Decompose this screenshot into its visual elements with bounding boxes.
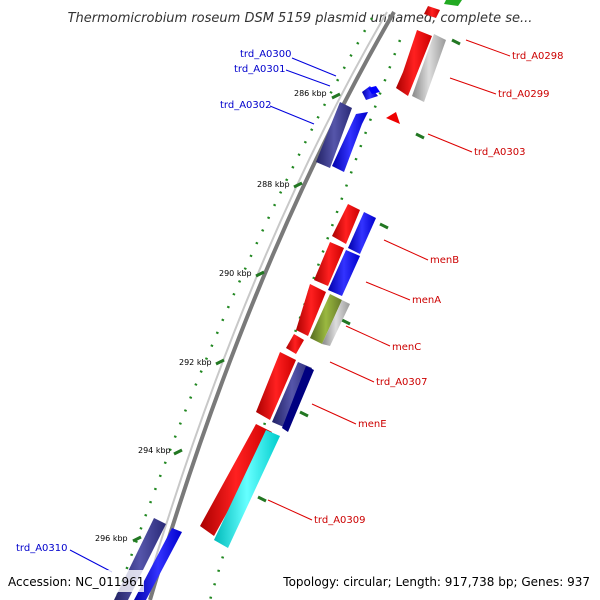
gene-feature-trd_A0299[interactable] xyxy=(412,34,446,102)
gene-feature-trd_A0302[interactable] xyxy=(316,102,368,172)
backbone-outer xyxy=(148,10,396,600)
gene-label-trd_A0301[interactable]: trd_A0301 xyxy=(234,64,286,75)
gene-label-menB[interactable]: menB xyxy=(430,255,459,266)
footer-summary: Topology: circular; Length: 917,738 bp; … xyxy=(282,575,590,589)
gene-feature-trd_A0309-partner[interactable] xyxy=(214,430,280,548)
tick-label-290: 290 kbp xyxy=(219,269,252,278)
label-leaders-left xyxy=(69,57,337,573)
gene-label-menC[interactable]: menC xyxy=(392,342,421,353)
gene-label-trd_A0298[interactable]: trd_A0298 xyxy=(512,51,564,62)
tick-label-294: 294 kbp xyxy=(138,446,171,455)
gene-feature-menC-gray[interactable] xyxy=(322,300,350,346)
gene-feature-trd_A0303[interactable] xyxy=(386,112,400,124)
tick-label-288: 288 kbp xyxy=(257,180,290,189)
gene-label-trd_A0303[interactable]: trd_A0303 xyxy=(474,147,526,158)
gene-feature-menB[interactable] xyxy=(332,204,360,244)
gene-feature-trd_A0309[interactable] xyxy=(200,424,272,536)
gene-label-trd_A0300[interactable]: trd_A0300 xyxy=(240,49,292,60)
gene-feature-menC[interactable] xyxy=(296,284,326,336)
gene-label-trd_A0299[interactable]: trd_A0299 xyxy=(498,89,550,100)
gene-feature-trd_A0301[interactable] xyxy=(368,86,380,94)
gene-feature-menB-partner[interactable] xyxy=(348,212,376,254)
gene-feature-menE[interactable] xyxy=(256,352,296,420)
gene-feature-trd_A0307[interactable] xyxy=(286,334,304,354)
gene-label-menE[interactable]: menE xyxy=(358,419,387,430)
gene-label-trd_A0302[interactable]: trd_A0302 xyxy=(220,100,272,111)
label-leaders-right xyxy=(267,39,511,521)
backbone-inner xyxy=(142,11,388,600)
gene-feature-trd_A0300[interactable] xyxy=(362,86,378,100)
gene-feature-menE-partner2[interactable] xyxy=(282,366,314,432)
gene-feature-green-top[interactable] xyxy=(444,0,462,6)
gene-label-trd_A0307[interactable]: trd_A0307 xyxy=(376,377,428,388)
gene-feature-menA[interactable] xyxy=(314,242,344,286)
footer-accession-backdrop xyxy=(4,570,144,592)
gene-feature-menA-partner[interactable] xyxy=(328,250,360,296)
gene-feature-menC-partner[interactable] xyxy=(310,294,342,344)
tick-label-296: 296 kbp xyxy=(95,534,128,543)
tick-label-292: 292 kbp xyxy=(179,358,212,367)
tick-label-286: 286 kbp xyxy=(294,89,327,98)
gene-label-trd_A0310[interactable]: trd_A0310 xyxy=(16,543,68,554)
map-title: Thermomicrobium roseum DSM 5159 plasmid … xyxy=(68,11,533,26)
gene-label-menA[interactable]: menA xyxy=(412,295,441,306)
footer-accession: Accession: NC_011961 xyxy=(8,575,144,589)
gene-label-trd_A0309[interactable]: trd_A0309 xyxy=(314,515,366,526)
gene-feature-trd_A0298[interactable] xyxy=(396,6,440,96)
tick-marks xyxy=(132,38,461,543)
